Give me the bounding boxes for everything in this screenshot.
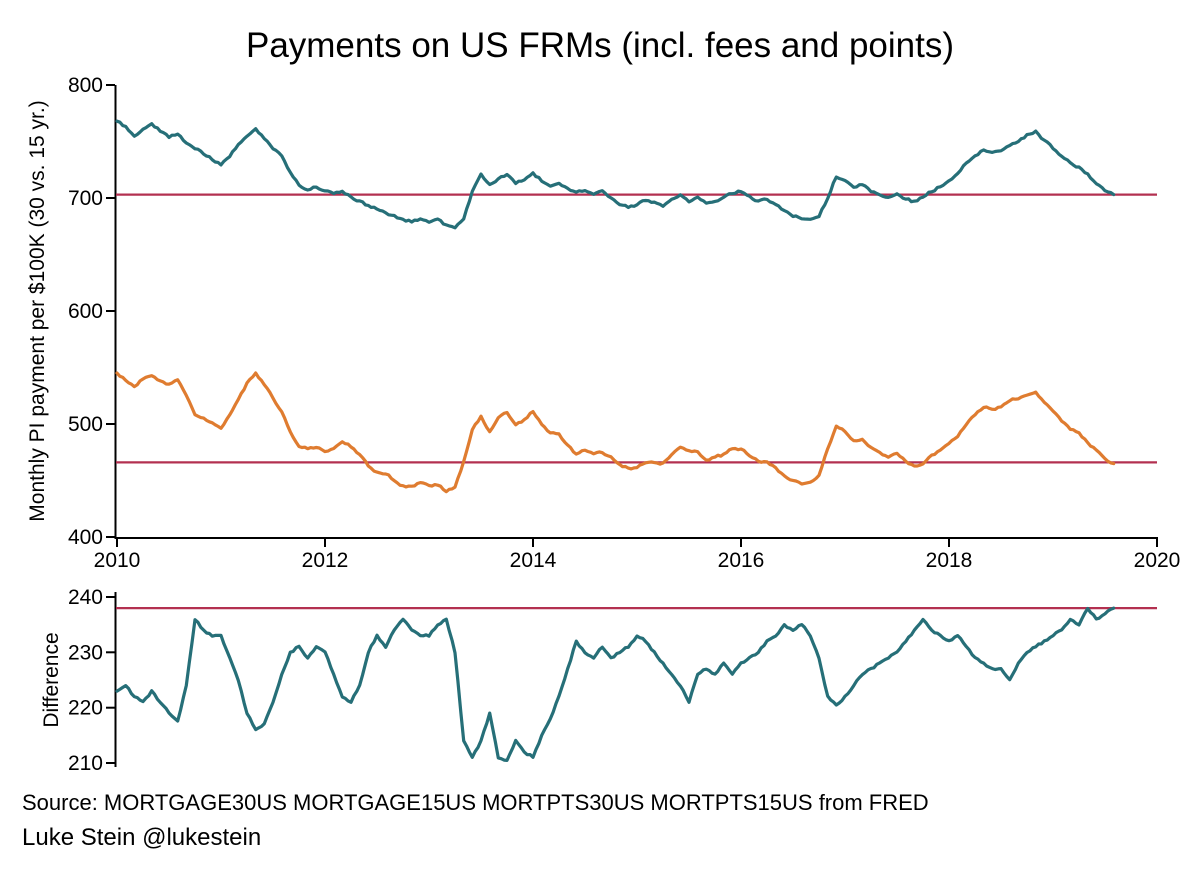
source-note: Source: MORTGAGE30US MORTGAGE15US MORTPT… — [22, 790, 929, 815]
top-x-tick-labels: 2010 2012 2014 2016 2018 2020 — [94, 549, 1181, 572]
y-tick-label-400: 400 — [68, 526, 103, 549]
top-y-tick-labels: 800 700 600 500 400 — [68, 74, 103, 549]
series-line-difference-15-yr-minus-30-yr-payment — [115, 606, 1116, 762]
y-tick-label-230: 230 — [68, 641, 103, 664]
y-tick-label-240: 240 — [68, 586, 103, 609]
x-tick-label-2016: 2016 — [718, 549, 765, 572]
chart-title: Payments on US FRMs (incl. fees and poin… — [246, 26, 954, 65]
x-tick-label-2014: 2014 — [510, 549, 557, 572]
top-panel-axes — [106, 84, 1158, 547]
y-tick-label-600: 600 — [68, 300, 103, 323]
series-line-15-year-frm-payment — [115, 119, 1116, 230]
y-tick-label-500: 500 — [68, 413, 103, 436]
bottom-panel-data-layer — [115, 606, 1157, 762]
bottom-y-tick-labels: 240 230 220 210 — [68, 586, 103, 775]
series-line-30-year-frm-payment — [115, 371, 1116, 494]
y-tick-label-700: 700 — [68, 187, 103, 210]
y-tick-label-800: 800 — [68, 74, 103, 97]
x-tick-label-2018: 2018 — [926, 549, 973, 572]
x-tick-label-2012: 2012 — [302, 549, 349, 572]
bottom-y-axis-title: Difference — [40, 632, 63, 727]
top-panel-data-layer — [115, 119, 1157, 494]
y-tick-label-220: 220 — [68, 697, 103, 720]
bottom-panel-axes — [106, 592, 117, 767]
top-y-axis-title: Monthly PI payment per $100K (30 vs. 15 … — [26, 100, 49, 521]
x-tick-label-2020: 2020 — [1134, 549, 1181, 572]
y-tick-label-210: 210 — [68, 752, 103, 775]
x-tick-label-2010: 2010 — [94, 549, 141, 572]
attribution: Luke Stein @lukestein — [22, 824, 261, 851]
